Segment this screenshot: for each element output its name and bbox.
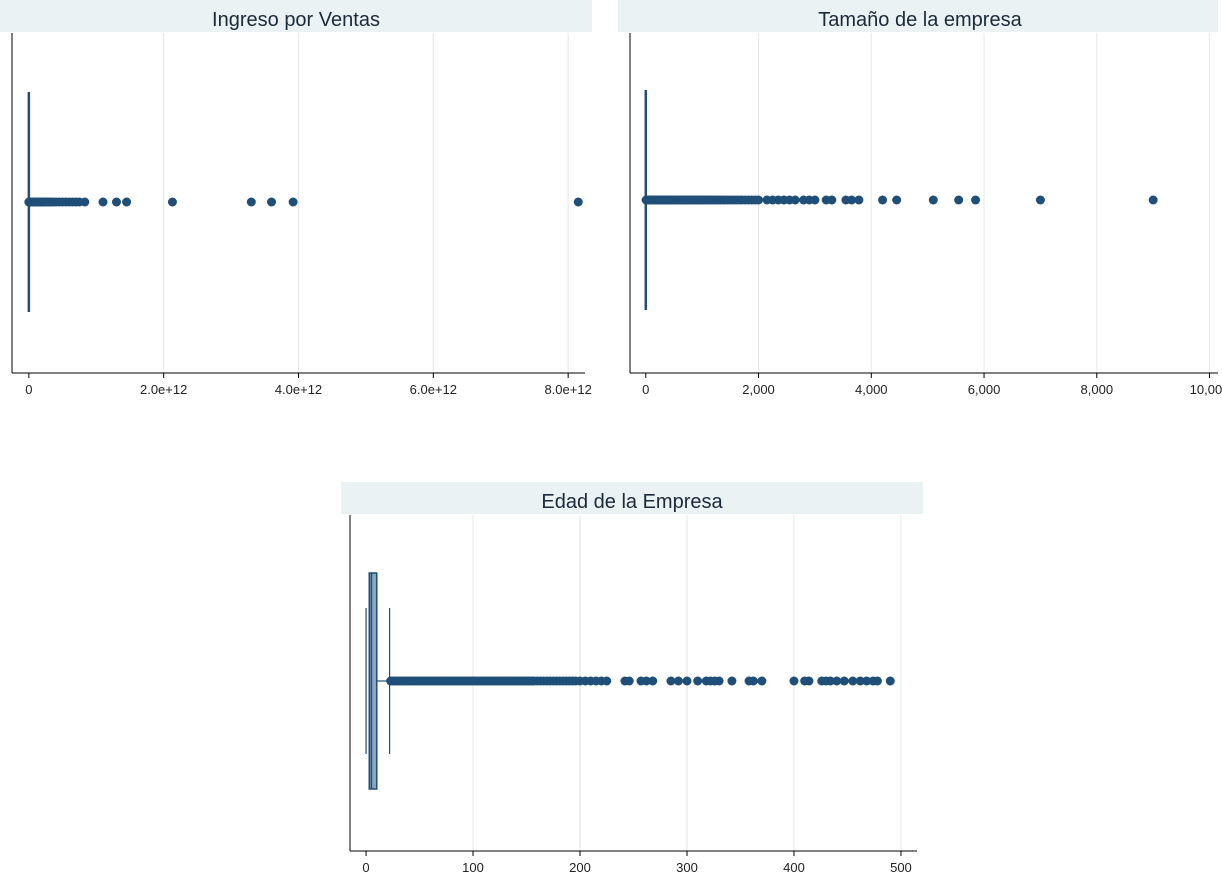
x-tick-label: 300 bbox=[676, 860, 698, 875]
outlier-point bbox=[641, 676, 651, 686]
outlier-point bbox=[789, 676, 799, 686]
outlier-point bbox=[573, 197, 583, 207]
outlier-point bbox=[673, 676, 683, 686]
chart-svg: Ingreso por Ventas 0 2.0e+12 4.0e+12 6.0e+12… bbox=[0, 0, 592, 397]
chart-panel-tamano: Tamaño de la empresa 0 2,000 4,000 6,000 8,00… bbox=[618, 0, 1222, 400]
x-tick-label: 2,000 bbox=[742, 382, 775, 397]
x-tick-label: 8,000 bbox=[1081, 382, 1114, 397]
outlier-point bbox=[682, 676, 692, 686]
outlier-point bbox=[827, 195, 837, 205]
outlier-point bbox=[246, 197, 256, 207]
x-tick-label: 8.0e+12 bbox=[544, 382, 591, 397]
chart-title: Tamaño de la empresa bbox=[818, 9, 1022, 31]
x-tick-label: 200 bbox=[569, 860, 591, 875]
outlier-point bbox=[832, 676, 842, 686]
outlier-point bbox=[167, 197, 177, 207]
outlier-point bbox=[727, 676, 737, 686]
outlier-point bbox=[804, 676, 814, 686]
x-tick-label: 0 bbox=[25, 382, 32, 397]
chart-title: Edad de la Empresa bbox=[541, 491, 723, 513]
x-tick-label: 4,000 bbox=[855, 382, 888, 397]
outlier-point bbox=[954, 195, 964, 205]
x-tick-label: 0 bbox=[362, 860, 369, 875]
outlier-point bbox=[825, 676, 835, 686]
chart-panel-edad: Edad de la Empresa 0 100 200 300 400 500 bbox=[341, 482, 923, 877]
x-tick-label: 4.0e+12 bbox=[275, 382, 322, 397]
chart-svg: Edad de la Empresa 0 100 200 300 400 500 bbox=[341, 482, 923, 875]
outlier-point bbox=[757, 676, 767, 686]
outlier-point bbox=[854, 195, 864, 205]
outlier-point bbox=[872, 676, 882, 686]
outlier-point bbox=[111, 197, 121, 207]
outlier-point bbox=[810, 195, 820, 205]
x-tick-label: 10,000 bbox=[1190, 382, 1222, 397]
chart-svg: Tamaño de la empresa 0 2,000 4,000 6,000 8,00… bbox=[618, 0, 1222, 397]
outlier-point bbox=[602, 676, 612, 686]
x-tick-label: 0 bbox=[642, 382, 649, 397]
outlier-point bbox=[693, 676, 703, 686]
chart-title: Ingreso por Ventas bbox=[212, 9, 380, 31]
outlier-point bbox=[648, 676, 658, 686]
outlier-point bbox=[80, 197, 90, 207]
outlier-point bbox=[892, 195, 902, 205]
title-band bbox=[0, 0, 592, 32]
outlier-point bbox=[839, 676, 849, 686]
outlier-point bbox=[748, 676, 758, 686]
outlier-point bbox=[878, 195, 888, 205]
outlier-point bbox=[267, 197, 277, 207]
outlier-point bbox=[288, 197, 298, 207]
title-band bbox=[618, 0, 1218, 32]
x-tick-label: 6.0e+12 bbox=[410, 382, 457, 397]
x-tick-label: 400 bbox=[783, 860, 805, 875]
outlier-point bbox=[122, 197, 132, 207]
outlier-point bbox=[928, 195, 938, 205]
outlier-point bbox=[1035, 195, 1045, 205]
outlier-point bbox=[98, 197, 108, 207]
outlier-point bbox=[885, 676, 895, 686]
outlier-point bbox=[754, 195, 764, 205]
title-band bbox=[341, 482, 923, 514]
outlier-point bbox=[855, 676, 865, 686]
outlier-point bbox=[714, 676, 724, 686]
outlier-point bbox=[971, 195, 981, 205]
x-tick-label: 2.0e+12 bbox=[140, 382, 187, 397]
x-tick-label: 100 bbox=[462, 860, 484, 875]
x-tick-label: 500 bbox=[890, 860, 912, 875]
outlier-point bbox=[790, 195, 800, 205]
outlier-point bbox=[1148, 195, 1158, 205]
outlier-point bbox=[666, 676, 676, 686]
outlier-point bbox=[847, 195, 857, 205]
outlier-point bbox=[624, 676, 634, 686]
outlier-point bbox=[848, 676, 858, 686]
outlier-point bbox=[862, 676, 872, 686]
x-tick-label: 6,000 bbox=[968, 382, 1001, 397]
box-iqr bbox=[368, 572, 378, 790]
chart-panel-ingreso: Ingreso por Ventas 0 2.0e+12 4.0e+12 6.0e+12… bbox=[0, 0, 600, 400]
